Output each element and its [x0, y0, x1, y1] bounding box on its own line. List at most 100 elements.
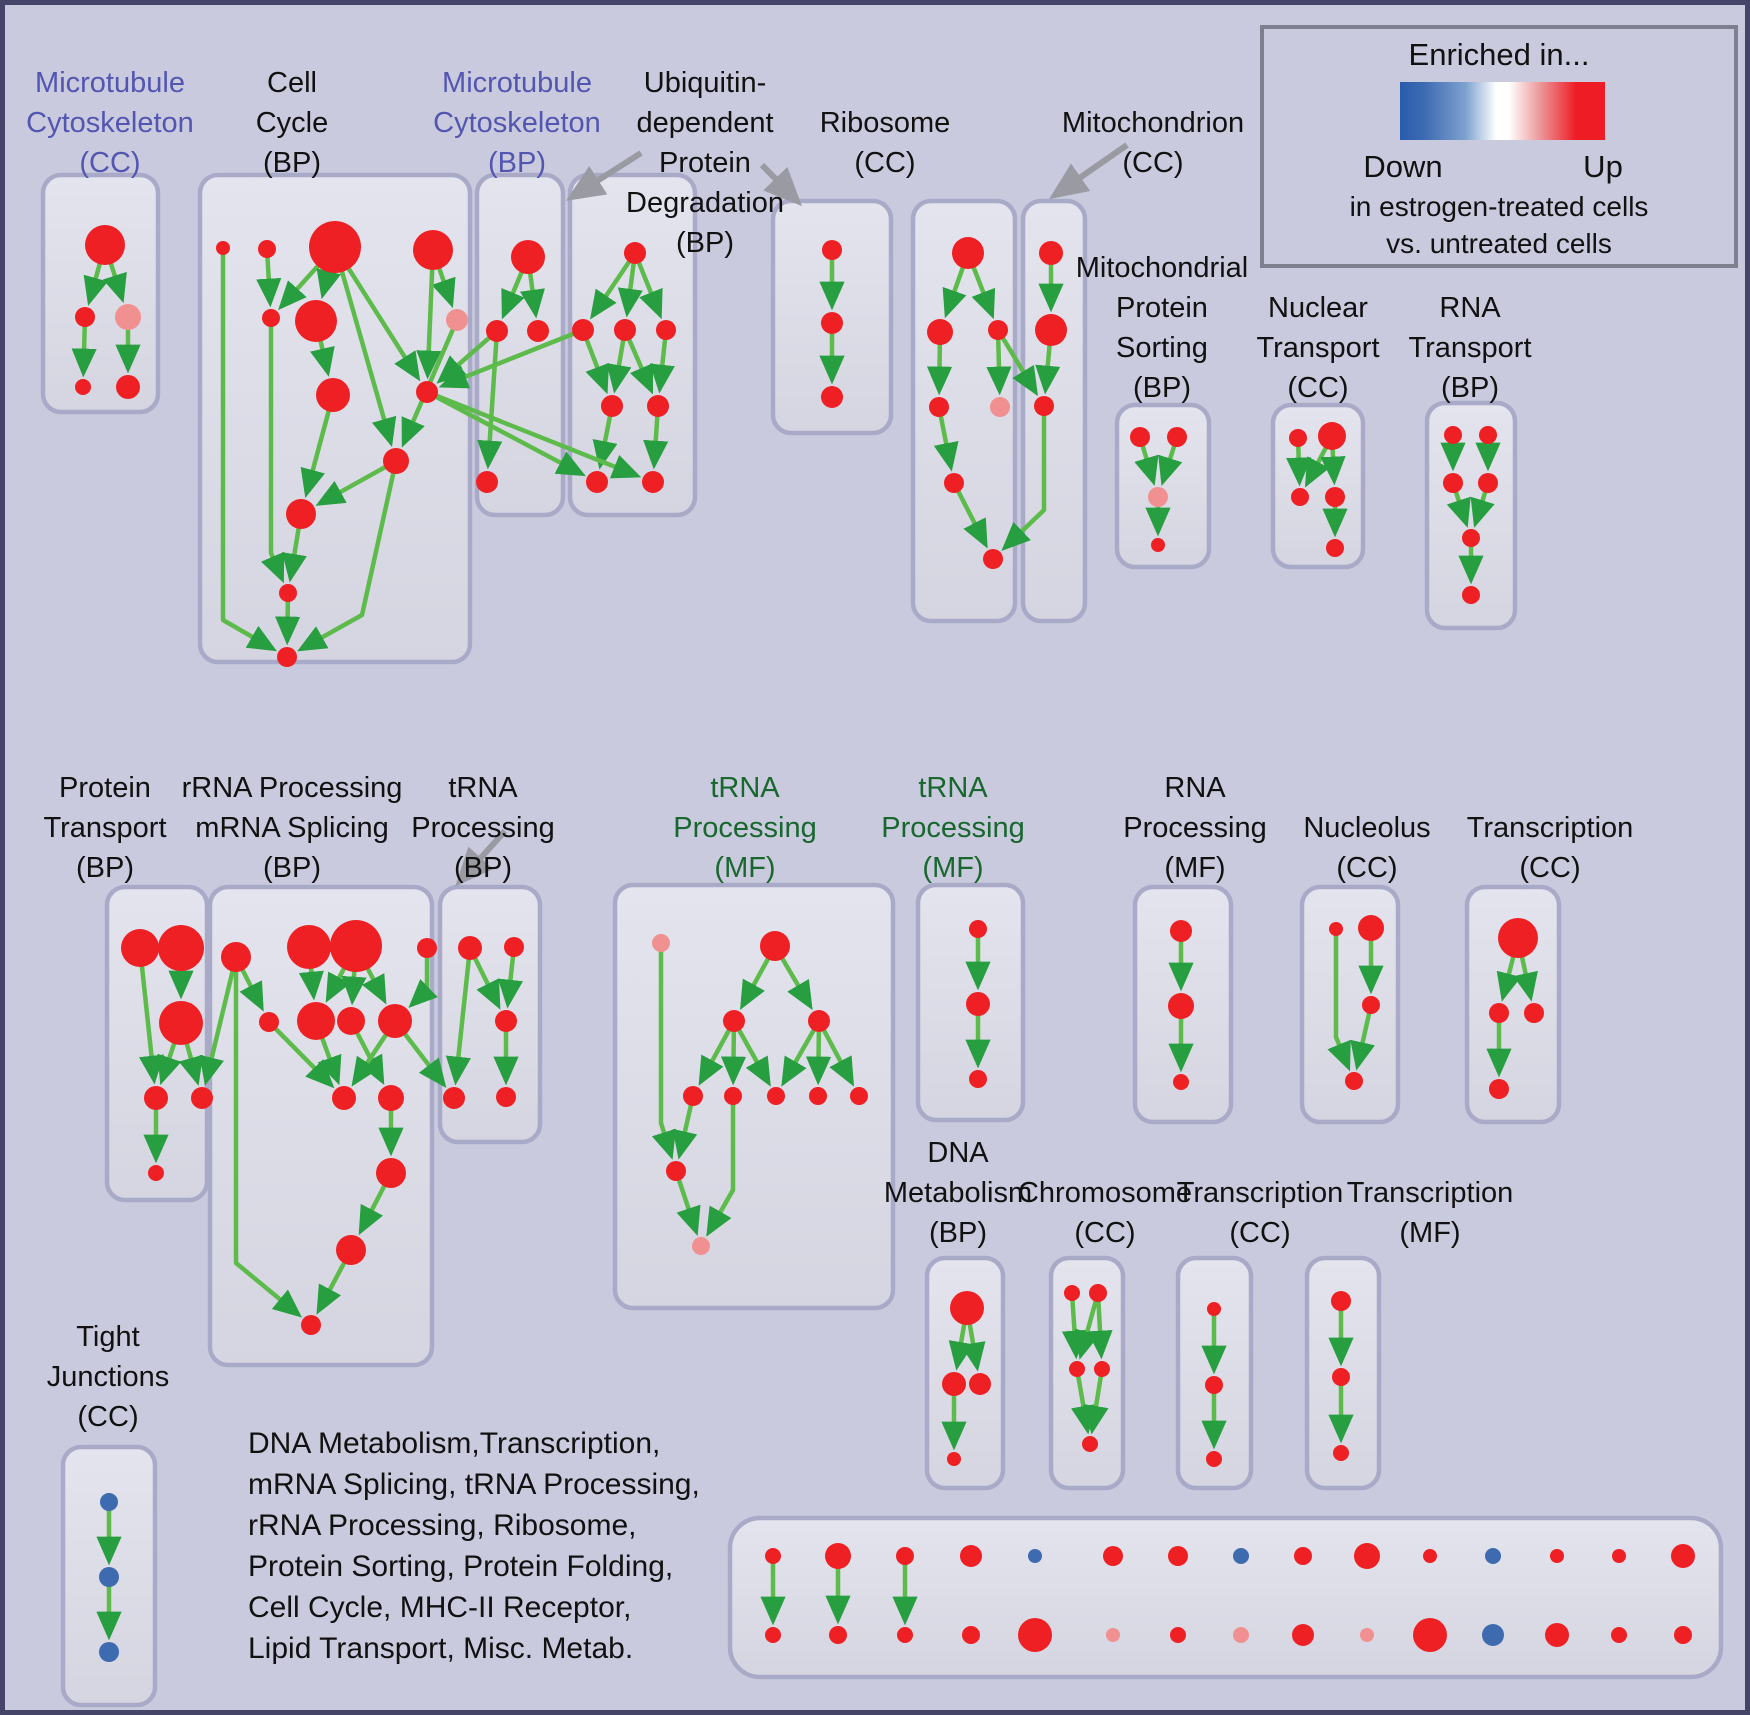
- cluster-label: tRNA Processing (BP): [411, 768, 554, 888]
- go-term-node: [504, 937, 524, 957]
- go-term-node: [1462, 586, 1480, 604]
- go-term-node: [99, 1567, 119, 1587]
- go-term-node: [809, 1087, 827, 1105]
- cluster-label: Mitochondrial Protein Sorting (BP): [1076, 248, 1248, 408]
- cluster-box-microtubule-cytoskeleton-cc: [40, 172, 161, 415]
- go-term-node: [527, 320, 549, 342]
- go-term-node: [1611, 1627, 1627, 1643]
- cluster-label-line: (BP): [488, 147, 546, 179]
- go-term-node: [332, 1086, 356, 1110]
- go-term-node: [287, 925, 331, 969]
- go-term-node: [692, 1237, 710, 1255]
- go-term-node: [446, 309, 468, 331]
- go-term-node: [496, 1087, 516, 1107]
- cluster-label-line: Chromosome: [1017, 1177, 1193, 1209]
- go-term-node: [1550, 1549, 1564, 1563]
- go-term-node: [624, 242, 646, 264]
- legend-up-label: Up: [1583, 149, 1623, 184]
- go-term-node: [1462, 529, 1480, 547]
- go-term-node: [614, 319, 636, 341]
- go-term-node: [1103, 1546, 1123, 1566]
- go-term-node: [1671, 1544, 1695, 1568]
- go-term-node: [1444, 426, 1462, 444]
- go-term-node: [1170, 1627, 1186, 1643]
- go-term-node: [927, 319, 953, 345]
- cluster-label-line: Processing: [673, 812, 817, 844]
- go-term-node: [1168, 1546, 1188, 1566]
- cluster-label-line: Ribosome: [819, 107, 951, 139]
- go-term-node: [1292, 1624, 1314, 1646]
- go-term-node: [825, 1543, 851, 1569]
- go-term-node: [309, 221, 361, 273]
- go-term-node: [262, 309, 280, 327]
- go-term-node: [652, 934, 670, 952]
- cluster-label: RNA Processing (MF): [1123, 768, 1266, 888]
- cluster-label-line: Nuclear: [1268, 292, 1368, 324]
- edge: [408, 948, 438, 1009]
- edge: [426, 389, 642, 479]
- cluster-label-line: Sorting: [1116, 332, 1208, 364]
- cluster-label-line: (BP): [676, 227, 734, 259]
- cluster-label-line: (MF): [714, 852, 776, 884]
- cluster-label-line: (BP): [1132, 372, 1191, 404]
- cluster-label-line: Microtubule: [442, 67, 592, 99]
- cluster-label-line: Ubiquitin-: [643, 67, 767, 99]
- go-term-node: [1413, 1618, 1447, 1652]
- cluster-label-line: Nucleolus: [1303, 812, 1431, 844]
- go-term-node: [1333, 1445, 1349, 1461]
- go-term-node: [952, 237, 984, 269]
- go-term-node: [969, 1373, 991, 1395]
- go-term-node: [572, 319, 594, 341]
- go-term-node: [822, 240, 842, 260]
- cluster-label-line: rRNA Processing: [181, 772, 403, 804]
- edge: [732, 1019, 771, 1087]
- cluster-label: Transcription (MF): [1347, 1173, 1514, 1253]
- cluster-label-line: tRNA: [710, 772, 780, 804]
- go-term-node: [1489, 1003, 1509, 1023]
- go-term-node: [295, 300, 337, 342]
- cluster-label: DNA Metabolism (BP): [884, 1133, 1032, 1253]
- go-term-node: [962, 1626, 980, 1644]
- cluster-label-line: tRNA: [448, 772, 518, 804]
- edge: [1075, 1292, 1101, 1360]
- go-term-node: [647, 395, 669, 417]
- go-term-node: [1069, 1361, 1085, 1377]
- go-term-node: [1345, 1072, 1363, 1090]
- go-term-node: [413, 230, 453, 270]
- edge: [986, 329, 1012, 396]
- cluster-label-line: (BP): [76, 852, 134, 884]
- label-pointer-arrow: [565, 150, 643, 201]
- cluster-label-line: Cycle: [255, 107, 329, 139]
- go-term-node: [1018, 1618, 1052, 1652]
- edge: [220, 248, 277, 652]
- cluster-label-line: dependent: [636, 107, 774, 139]
- cluster-label-line: Mitochondrion: [1061, 107, 1245, 139]
- cluster-label: Protein Transport (BP): [43, 768, 166, 888]
- cluster-label-line: (BP): [454, 852, 512, 884]
- go-term-node: [969, 920, 987, 938]
- go-term-node: [1443, 473, 1463, 493]
- go-term-node: [601, 395, 623, 417]
- go-term-node: [1358, 915, 1384, 941]
- annotation-line: mRNA Splicing, tRNA Processing,: [248, 1468, 700, 1501]
- cluster-label: Microtubule Cytoskeleton (BP): [433, 63, 601, 183]
- edge: [951, 481, 988, 549]
- go-term-node: [656, 320, 676, 340]
- cluster-label-line: Metabolism: [883, 1177, 1033, 1209]
- go-term-node: [1064, 1285, 1080, 1301]
- go-term-node: [723, 1010, 745, 1032]
- go-term-node: [1233, 1627, 1249, 1643]
- go-term-node: [1094, 1361, 1110, 1377]
- cluster-box-mixed-terms: [727, 1515, 1724, 1680]
- go-term-node: [259, 1012, 279, 1032]
- go-term-node: [330, 920, 382, 972]
- cluster-label-line: (CC): [1229, 1217, 1291, 1249]
- go-term-node: [765, 1548, 781, 1564]
- cluster-label-line: (CC): [1519, 852, 1581, 884]
- go-term-node: [159, 1001, 203, 1045]
- cluster-label-line: RNA: [1164, 772, 1226, 804]
- cluster-label-line: (CC): [1287, 372, 1349, 404]
- cluster-label-line: (MF): [1399, 1217, 1461, 1249]
- color-gradient-bar: [1400, 82, 1605, 140]
- cluster-label-line: (BP): [263, 852, 321, 884]
